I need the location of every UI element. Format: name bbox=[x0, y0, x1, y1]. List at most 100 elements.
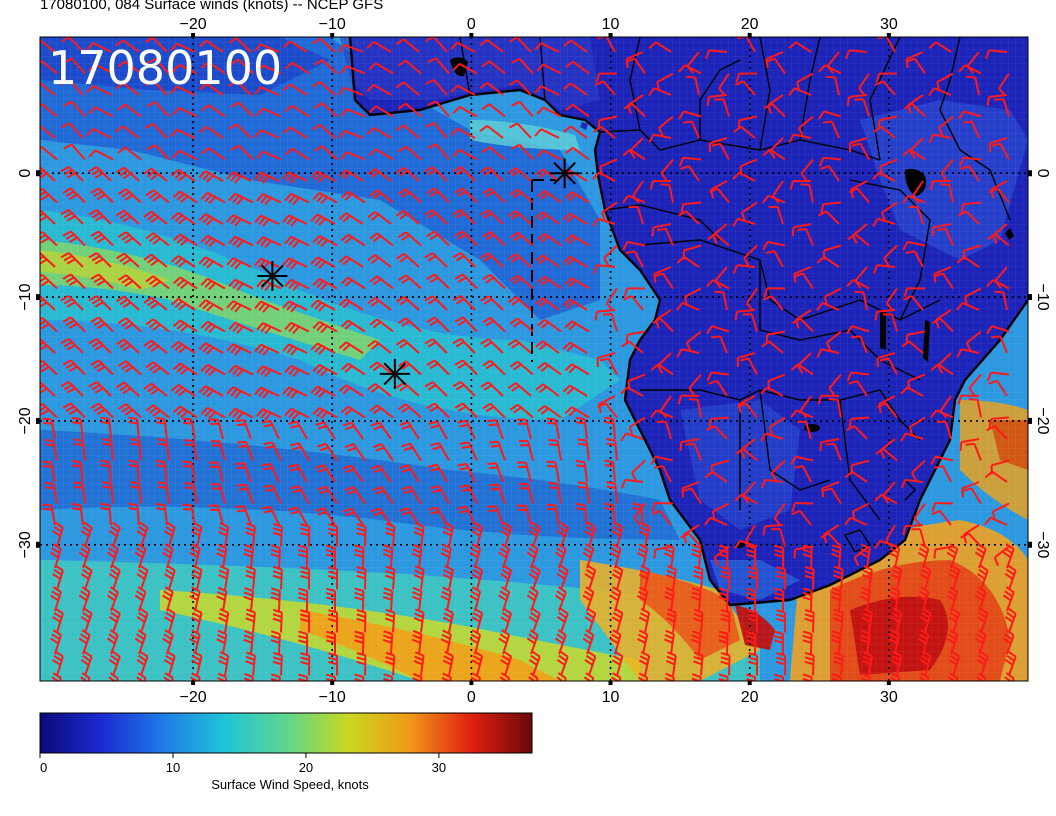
barb-feather bbox=[137, 586, 147, 593]
wind-barb bbox=[1006, 591, 1015, 612]
barb-feather bbox=[472, 526, 482, 533]
barb-feather bbox=[693, 656, 703, 661]
wind-barb bbox=[179, 362, 198, 376]
wind-barb bbox=[163, 462, 168, 483]
barb-feather bbox=[174, 214, 183, 222]
wind-barb bbox=[433, 359, 450, 376]
barb-feather bbox=[217, 672, 227, 679]
barb-feather bbox=[93, 362, 103, 369]
wind-barb bbox=[625, 432, 644, 440]
barb-feather bbox=[128, 502, 138, 507]
wind-barb bbox=[487, 295, 504, 311]
barb-feather bbox=[254, 300, 262, 310]
barb-feather bbox=[43, 464, 53, 468]
barb-feather bbox=[540, 364, 549, 372]
barb-feather bbox=[185, 443, 195, 447]
barb-feather bbox=[191, 616, 201, 623]
wind-barb bbox=[343, 129, 364, 139]
wind-barb bbox=[79, 505, 84, 526]
barb-feather bbox=[369, 404, 378, 412]
barb-feather bbox=[230, 58, 240, 65]
barb-feather bbox=[988, 187, 998, 194]
barb-feather bbox=[718, 634, 728, 640]
barb-feather bbox=[488, 423, 498, 427]
wind-barb bbox=[850, 516, 868, 526]
barb-feather bbox=[401, 320, 410, 327]
wind-barb bbox=[812, 655, 815, 676]
barb-feather bbox=[138, 525, 147, 533]
wind-barb bbox=[572, 103, 590, 118]
barb-feather bbox=[288, 238, 296, 247]
barb-feather bbox=[193, 650, 203, 657]
barb-feather bbox=[80, 676, 89, 681]
barb-feather bbox=[632, 506, 642, 511]
barb-feather bbox=[820, 204, 825, 214]
barb-feather bbox=[128, 506, 138, 511]
barb-feather bbox=[40, 255, 45, 260]
barb-feather bbox=[511, 299, 520, 306]
wind-barb bbox=[376, 275, 394, 290]
barb-feather bbox=[594, 311, 599, 321]
barb-feather bbox=[540, 235, 549, 243]
barb-feather bbox=[226, 171, 234, 180]
barb-feather bbox=[110, 525, 119, 533]
barb-feather bbox=[191, 543, 201, 550]
wind-barb bbox=[713, 425, 728, 440]
wind-barb bbox=[636, 206, 644, 225]
barb-feather bbox=[383, 548, 393, 554]
barb-feather bbox=[928, 41, 937, 49]
barb-feather bbox=[817, 395, 822, 405]
barb-feather bbox=[444, 565, 454, 571]
barb-feather bbox=[53, 525, 63, 533]
barb-feather bbox=[427, 384, 437, 391]
wind-barb bbox=[629, 416, 646, 429]
wind-barb bbox=[323, 464, 336, 483]
barb-feather bbox=[649, 180, 654, 190]
barb-feather bbox=[443, 526, 453, 533]
barb-feather bbox=[145, 275, 154, 283]
barb-feather bbox=[640, 650, 650, 657]
barb-feather bbox=[903, 295, 913, 301]
barb-feather bbox=[198, 342, 207, 351]
wind-barb bbox=[392, 612, 396, 633]
barb-feather bbox=[254, 171, 262, 181]
barb-feather bbox=[568, 236, 577, 245]
barb-feather bbox=[461, 488, 471, 492]
barb-feather bbox=[470, 633, 480, 640]
wind-barb bbox=[40, 124, 56, 139]
barb-feather bbox=[243, 552, 253, 558]
barb-feather bbox=[234, 261, 242, 270]
wind-barb bbox=[585, 483, 590, 504]
lon-label-bottom: −20 bbox=[180, 689, 207, 706]
barb-feather bbox=[538, 343, 548, 351]
barb-feather bbox=[412, 634, 422, 640]
wind-barb bbox=[68, 252, 84, 268]
wind-barb bbox=[586, 548, 595, 569]
wind-barb bbox=[712, 502, 730, 513]
barb-feather bbox=[163, 633, 173, 640]
wind-barb bbox=[950, 634, 959, 655]
wind-barb bbox=[98, 402, 114, 419]
barb-feather bbox=[442, 659, 452, 666]
wind-barb bbox=[868, 655, 873, 676]
barb-feather bbox=[60, 295, 70, 302]
barb-feather bbox=[609, 637, 619, 645]
wind-barb bbox=[435, 100, 450, 118]
wind-barb bbox=[190, 505, 196, 526]
wind-barb bbox=[653, 223, 672, 229]
barb-feather bbox=[399, 464, 409, 469]
barb-feather bbox=[91, 298, 101, 305]
barb-feather bbox=[96, 408, 106, 416]
barb-feather bbox=[776, 656, 786, 661]
barb-feather bbox=[501, 672, 510, 679]
barb-feather bbox=[178, 302, 187, 311]
wind-barb bbox=[693, 443, 702, 461]
wind-barb bbox=[108, 461, 112, 483]
barb-feather bbox=[395, 338, 405, 346]
wind-barb bbox=[290, 192, 310, 204]
barb-feather bbox=[432, 445, 442, 451]
wind-barb bbox=[390, 633, 394, 655]
wind-barb bbox=[527, 440, 534, 461]
barb-feather bbox=[284, 365, 292, 374]
barb-feather bbox=[216, 552, 226, 558]
